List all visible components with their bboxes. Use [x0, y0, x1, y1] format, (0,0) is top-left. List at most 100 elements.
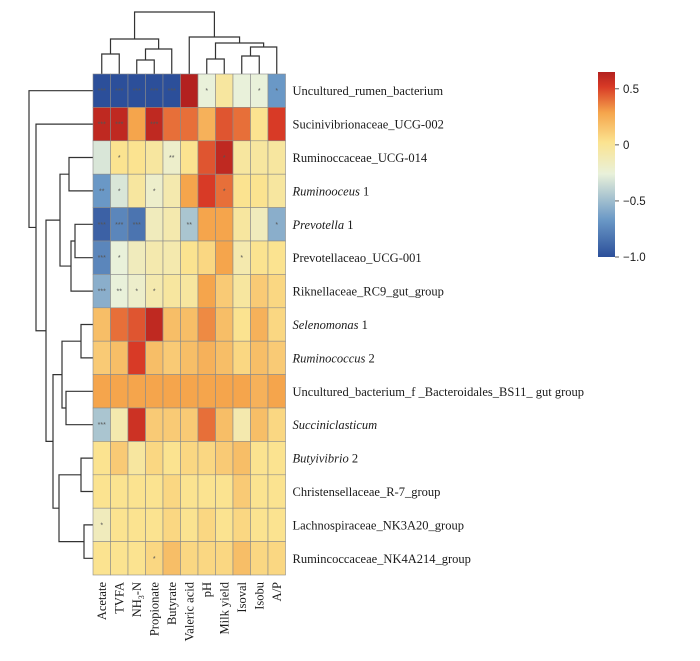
column-label: Butyrate: [165, 582, 179, 625]
heatmap-cell: [127, 507, 146, 542]
significance-mark: *: [153, 556, 156, 563]
heatmap-cell: [232, 507, 251, 542]
heatmap-cell: [162, 407, 181, 442]
heatmap-cell: [197, 374, 216, 409]
row-labels: Uncultured_rumen_bacterium Sucinivibriona…: [292, 84, 584, 566]
heatmap-cell: [180, 140, 199, 175]
heatmap-cell: [232, 441, 251, 476]
heatmap-cell: [145, 474, 164, 509]
heatmap-cell: [250, 507, 269, 542]
significance-mark: *: [118, 255, 121, 262]
significance-marks: *** *** *** *** *** * * **** *** **** ** *** * * **** *…: [98, 88, 279, 563]
significance-mark: *: [100, 522, 103, 529]
significance-mark: ***: [98, 255, 106, 262]
significance-mark: *: [275, 88, 278, 95]
heatmap-cell: [215, 73, 234, 108]
heatmap-cell: [180, 274, 199, 309]
heatmap-cell: [162, 240, 181, 275]
significance-mark: *: [223, 188, 226, 195]
heatmap-cell: [92, 140, 111, 175]
dendrogram-branch: [58, 474, 84, 543]
heatmap-cell: [197, 207, 216, 242]
heatmap-cell: [232, 407, 251, 442]
dendrogram-branch: [241, 55, 260, 74]
heatmap-cell: [92, 441, 111, 476]
heatmap-cell: [162, 507, 181, 542]
heatmap-cell: [197, 140, 216, 175]
heatmap-cell: [267, 507, 286, 542]
heatmap-cell: [250, 374, 269, 409]
heatmap-cell: [127, 541, 146, 576]
heatmap-cell: [215, 240, 234, 275]
colorbar-tick-label: −1.0: [623, 252, 646, 264]
heatmap-cell: [145, 374, 164, 409]
heatmap-cell: [180, 173, 199, 208]
column-labels: Acetate TVFA NH3-N Propionate Butyrate Valeri…: [95, 581, 284, 641]
colorbar-legend: 0.5 0 −0.5 −1.0: [598, 72, 646, 264]
dendrogram-branch: [68, 156, 93, 192]
heatmap-cell: [180, 441, 199, 476]
heatmap-cell: [162, 307, 181, 342]
column-dendrogram: [101, 11, 278, 74]
heatmap-cell: [232, 307, 251, 342]
heatmap-cell: [110, 307, 129, 342]
heatmap-cell: [127, 140, 146, 175]
heatmap-cell: [215, 207, 234, 242]
heatmap-cell: [267, 340, 286, 375]
heatmap-cell: [215, 307, 234, 342]
heatmap-cell: [127, 107, 146, 142]
dendrogram-branch: [65, 390, 93, 426]
heatmap-cell: [127, 340, 146, 375]
row-label: Sucinivibrionaceae_UCG-002: [293, 118, 444, 132]
heatmap-cell: [197, 541, 216, 576]
column-label: Acetate: [95, 582, 109, 621]
significance-mark: *: [153, 289, 156, 296]
heatmap-cell: [180, 307, 199, 342]
heatmap-cell: [127, 307, 146, 342]
heatmap-cell: [162, 340, 181, 375]
heatmap-cell: [145, 307, 164, 342]
heatmap-cell: [250, 340, 269, 375]
heatmap-cell: [215, 274, 234, 309]
heatmap-cell: [267, 173, 286, 208]
heatmap-cell: [267, 441, 286, 476]
significance-mark: *: [118, 155, 121, 162]
colorbar-tick-label: −0.5: [623, 196, 646, 208]
heatmap-cell: [197, 240, 216, 275]
significance-mark: ***: [98, 88, 106, 95]
heatmap-cell: [145, 140, 164, 175]
heatmap-cell: [197, 340, 216, 375]
row-label: Selenomonas 1: [293, 318, 368, 332]
heatmap-cell: [180, 107, 199, 142]
significance-mark: *: [135, 289, 138, 296]
row-label: Prevotella 1: [292, 218, 354, 232]
heatmap-cell: [197, 474, 216, 509]
significance-mark: *: [240, 255, 243, 262]
heatmap-cell: [267, 407, 286, 442]
heatmap-cell: [197, 107, 216, 142]
heatmap-cell: [232, 474, 251, 509]
significance-mark: *: [153, 188, 156, 195]
significance-mark: ***: [168, 88, 176, 95]
column-label: TVFA: [112, 582, 126, 614]
heatmap-cell: [232, 340, 251, 375]
heatmap-cell: [180, 240, 199, 275]
heatmap-cell: [250, 407, 269, 442]
heatmap-cell: [162, 474, 181, 509]
heatmap-cell: [110, 441, 129, 476]
significance-mark: **: [187, 222, 193, 229]
heatmap-cell: [267, 240, 286, 275]
column-label: Valeric acid: [182, 581, 196, 641]
heatmap-cell: [110, 407, 129, 442]
dendrogram-branch: [70, 240, 93, 292]
heatmap-cell: [162, 441, 181, 476]
heatmap-cell: [215, 507, 234, 542]
heatmap-cell: [180, 340, 199, 375]
heatmap-cell: [215, 340, 234, 375]
heatmap-cell: [145, 507, 164, 542]
row-dendrogram: [28, 90, 93, 559]
significance-mark: **: [99, 188, 105, 195]
heatmap-cell: [110, 541, 129, 576]
heatmap-cell: [145, 441, 164, 476]
heatmap-cell: [127, 374, 146, 409]
